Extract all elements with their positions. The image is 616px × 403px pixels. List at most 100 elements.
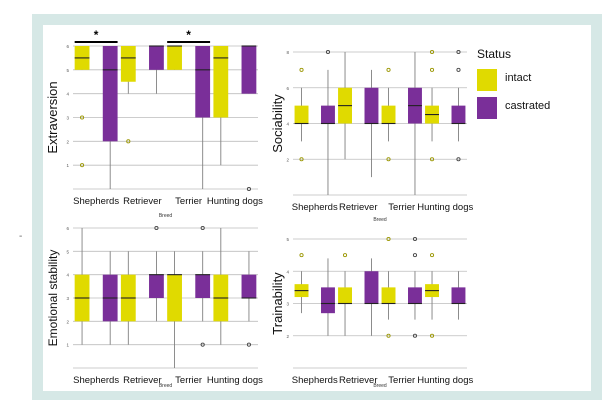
box-1-0-castrated bbox=[321, 105, 335, 124]
outlier-1-0-intact-0 bbox=[299, 67, 304, 72]
box-0-3-intact bbox=[213, 46, 229, 118]
x-tick-label-0-1: Retriever bbox=[123, 196, 162, 207]
significance-label-0-1: * bbox=[186, 28, 191, 42]
outlier-3-3-intact-1 bbox=[429, 333, 435, 338]
y-axis-label-1: Sociability bbox=[270, 94, 285, 153]
y-tick-label-1-4: 4 bbox=[286, 122, 289, 127]
outlier-0-1-intact-0 bbox=[126, 139, 131, 144]
y-tick-label-0-2: 2 bbox=[66, 139, 69, 144]
side-mark: - bbox=[19, 231, 23, 242]
y-tick-label-3-2: 2 bbox=[286, 334, 289, 339]
x-tick-label-0-3: Hunting dogs bbox=[207, 196, 263, 207]
y-tick-label-0-4: 4 bbox=[66, 92, 69, 97]
legend-title: Status bbox=[477, 47, 512, 61]
legend-swatch-castrated bbox=[477, 97, 497, 119]
y-tick-label-3-5: 5 bbox=[286, 237, 289, 242]
x-tick-label-0-2: Terrier bbox=[175, 196, 202, 207]
y-tick-label-2-4: 4 bbox=[66, 273, 69, 278]
outlier-3-2-intact-1 bbox=[386, 333, 391, 338]
y-tick-label-1-6: 6 bbox=[286, 86, 289, 91]
x-tick-label-1-0: Shepherds bbox=[292, 202, 338, 213]
box-3-0-castrated bbox=[321, 287, 335, 314]
legend-label-castrated: castrated bbox=[505, 100, 551, 112]
box-3-2-intact bbox=[381, 287, 396, 304]
y-tick-label-0-6: 6 bbox=[66, 44, 69, 49]
outlier-1-2-intact-1 bbox=[386, 157, 391, 162]
x-tick-label-1-2: Terrier bbox=[388, 202, 415, 213]
outlier-3-2-castrated-2 bbox=[412, 333, 418, 338]
outlier-2-2-castrated-1 bbox=[200, 342, 205, 347]
y-tick-label-1-8: 8 bbox=[286, 50, 289, 55]
outlier-1-2-intact-0 bbox=[386, 67, 391, 72]
box-1-0-intact bbox=[294, 105, 309, 124]
outlier-1-3-intact-1 bbox=[429, 67, 435, 72]
outlier-1-0-intact-1 bbox=[299, 157, 304, 162]
y-tick-label-2-2: 2 bbox=[66, 319, 69, 324]
figure-panel: 1 2 3 4 5 6 Extraversion Shepherds Retriever Terr… bbox=[43, 25, 591, 391]
outlier-2-1-castrated-0 bbox=[154, 225, 159, 231]
x-tick-label-2-3: Hunting dogs bbox=[207, 375, 263, 386]
box-0-1-castrated bbox=[149, 46, 164, 70]
box-0-0-castrated bbox=[102, 46, 118, 142]
box-2-2-castrated bbox=[195, 274, 211, 298]
box-3-1-castrated bbox=[364, 271, 379, 304]
box-1-1-castrated bbox=[364, 87, 379, 124]
outlier-2-2-castrated-0 bbox=[200, 225, 205, 231]
y-tick-label-2-1: 1 bbox=[66, 343, 69, 348]
x-tick-label-3-2: Terrier bbox=[388, 375, 415, 386]
box-2-1-castrated bbox=[149, 274, 164, 298]
x-axis-label-3: Breed bbox=[373, 383, 387, 389]
y-tick-label-3-3: 3 bbox=[286, 302, 289, 307]
y-axis-label-2: Emotional stability bbox=[46, 250, 60, 347]
outlier-1-3-intact-2 bbox=[429, 157, 435, 162]
outlier-3-3-intact-0 bbox=[429, 253, 435, 258]
significance-label-0-0: * bbox=[94, 28, 99, 42]
box-1-2-intact bbox=[381, 105, 396, 124]
outlier-0-3-castrated-0 bbox=[246, 186, 251, 192]
box-0-2-intact bbox=[167, 46, 182, 70]
y-tick-label-1-2: 2 bbox=[286, 157, 289, 162]
outlier-3-1-intact-0 bbox=[342, 253, 348, 258]
box-0-3-castrated bbox=[241, 46, 257, 94]
x-axis-label-1: Breed bbox=[373, 217, 387, 223]
outlier-1-3-castrated-0 bbox=[456, 49, 461, 55]
x-tick-label-3-0: Shepherds bbox=[292, 375, 338, 386]
y-tick-label-3-4: 4 bbox=[286, 269, 289, 274]
legend-swatch-intact bbox=[477, 69, 497, 91]
x-axis-label-0: Breed bbox=[159, 213, 173, 219]
outlier-2-3-castrated-0 bbox=[246, 342, 251, 347]
y-tick-label-0-3: 3 bbox=[66, 116, 69, 121]
box-3-3-castrated bbox=[451, 287, 466, 304]
x-tick-label-2-1: Retriever bbox=[123, 375, 162, 386]
outlier-1-3-intact-0 bbox=[429, 49, 435, 55]
y-tick-label-2-3: 3 bbox=[66, 296, 69, 301]
box-3-1-intact bbox=[338, 287, 352, 304]
y-tick-label-2-5: 5 bbox=[66, 249, 69, 254]
x-tick-label-3-3: Hunting dogs bbox=[417, 375, 473, 386]
box-0-1-intact bbox=[120, 46, 136, 82]
y-tick-label-0-5: 5 bbox=[66, 68, 69, 73]
outlier-1-0-castrated-0 bbox=[325, 49, 331, 55]
x-tick-label-3-1: Retriever bbox=[339, 375, 378, 386]
outlier-0-0-intact-0 bbox=[80, 115, 85, 120]
x-tick-label-2-0: Shepherds bbox=[73, 375, 119, 386]
x-tick-label-1-3: Hunting dogs bbox=[417, 202, 473, 213]
y-axis-label-0: Extraversion bbox=[45, 81, 60, 153]
y-tick-label-2-6: 6 bbox=[66, 226, 69, 231]
y-tick-label-0-1: 1 bbox=[66, 163, 69, 168]
outlier-3-0-intact-0 bbox=[299, 253, 304, 258]
box-2-3-castrated bbox=[241, 274, 257, 298]
x-tick-label-2-2: Terrier bbox=[175, 375, 202, 386]
x-tick-label-1-1: Retriever bbox=[339, 202, 378, 213]
box-0-2-castrated bbox=[195, 46, 211, 118]
outlier-1-3-castrated-2 bbox=[456, 157, 461, 162]
x-tick-label-0-0: Shepherds bbox=[73, 196, 119, 207]
box-1-3-castrated bbox=[451, 105, 466, 124]
legend-label-intact: intact bbox=[505, 72, 532, 84]
outlier-0-0-intact-1 bbox=[80, 163, 85, 168]
outlier-3-2-castrated-0 bbox=[412, 236, 418, 242]
outlier-3-2-castrated-1 bbox=[412, 253, 418, 258]
box-3-2-castrated bbox=[408, 287, 422, 304]
outlier-3-2-intact-0 bbox=[386, 236, 391, 242]
